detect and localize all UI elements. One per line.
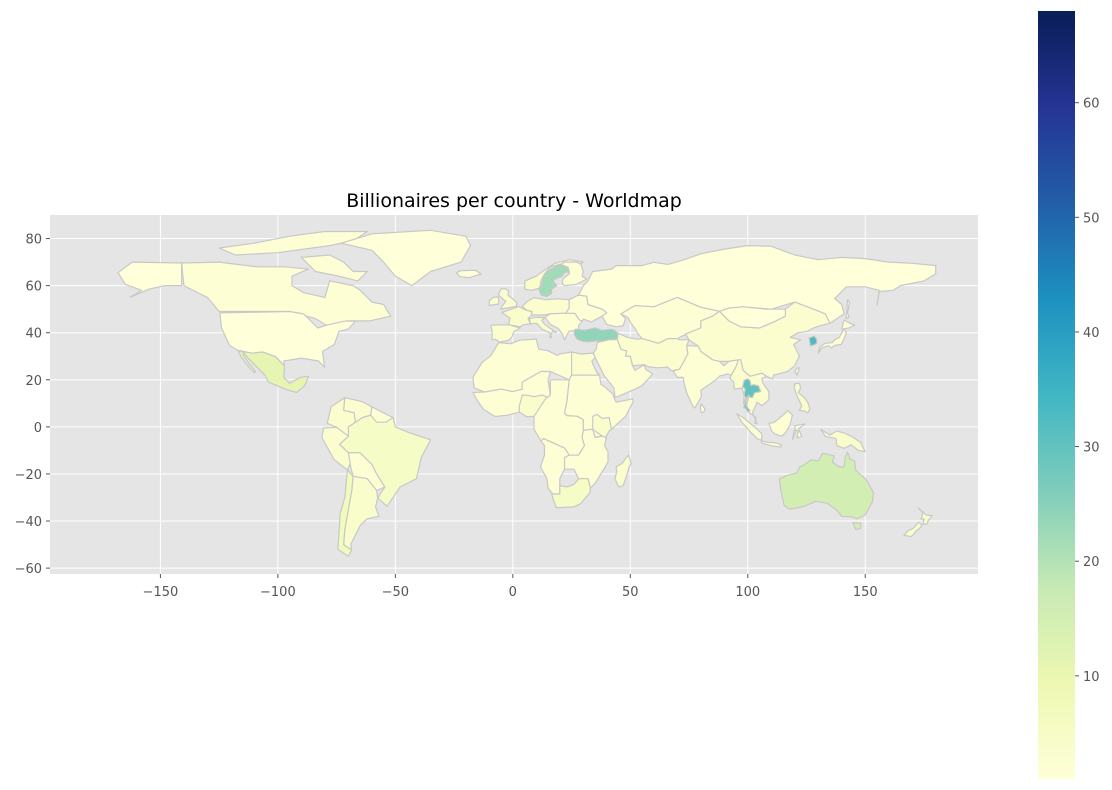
- country-japan: [817, 328, 848, 354]
- country-south-africa: [550, 478, 592, 509]
- y-tick-label: −40: [15, 515, 42, 530]
- y-tick-label: 20: [25, 374, 42, 389]
- country-south-korea: [808, 335, 818, 347]
- country-borneo: [768, 409, 794, 437]
- y-tick-label: −60: [15, 562, 42, 577]
- y-tick-label: 60: [25, 280, 42, 295]
- colorbar-tick-label: 40: [1083, 326, 1100, 341]
- country-iceland: [455, 269, 482, 279]
- country-australia: [778, 451, 875, 520]
- country-new-zealand-north: [917, 507, 933, 525]
- country-sri-lanka: [699, 403, 706, 414]
- country-argentina: [343, 475, 380, 551]
- y-tick-label: 40: [25, 327, 42, 342]
- country-kenya: [592, 413, 613, 439]
- x-tick-label: 100: [735, 585, 760, 600]
- colorbar-tick-label: 10: [1083, 670, 1100, 685]
- x-tick-label: −50: [382, 585, 409, 600]
- country-finland: [560, 261, 588, 287]
- country-sulawesi: [791, 423, 806, 441]
- y-tick-label: 80: [25, 233, 42, 248]
- country-thailand: [741, 378, 762, 413]
- country-guianas: [370, 406, 394, 423]
- colorbar-ticks: 10 20 30 40 50 60: [1075, 97, 1100, 685]
- x-tick-label: 150: [853, 585, 878, 600]
- country-tasmania: [852, 522, 862, 531]
- map-title: Billionaires per country - Worldmap: [346, 190, 682, 212]
- country-baja-california: [237, 349, 257, 374]
- country-mongolia: [718, 306, 787, 329]
- country-russia: [577, 245, 937, 328]
- x-tick-label: −150: [143, 585, 179, 600]
- country-canada-arctic: [218, 230, 368, 256]
- country-taiwan: [794, 367, 801, 376]
- country-venezuela: [343, 397, 373, 423]
- x-tick-label: 50: [622, 585, 639, 600]
- country-greenland: [340, 229, 472, 287]
- country-sakhalin: [845, 299, 851, 320]
- country-sweden: [538, 263, 571, 298]
- country-madagascar: [614, 454, 632, 488]
- country-mexico: [237, 349, 309, 394]
- x-tick-label: −100: [260, 585, 296, 600]
- colorbar-tick-label: 20: [1083, 555, 1100, 570]
- country-new-guinea: [819, 428, 866, 453]
- country-ireland: [488, 296, 500, 306]
- country-iberia: [490, 324, 521, 343]
- countries-layer: [117, 229, 937, 557]
- country-italy: [528, 316, 557, 338]
- colorbar-tick-label: 30: [1083, 441, 1100, 456]
- x-tick-label: 0: [509, 585, 517, 600]
- country-canada-baffin: [300, 254, 368, 282]
- country-united-kingdom: [497, 288, 518, 310]
- country-philippines: [793, 382, 811, 414]
- y-tick-label: −20: [15, 468, 42, 483]
- colorbar-tick-label: 60: [1083, 97, 1100, 112]
- country-indonesia-java: [760, 440, 783, 448]
- country-alaska: [117, 261, 183, 298]
- country-hokkaido: [841, 319, 856, 330]
- colorbar: [1038, 11, 1075, 779]
- colorbar-tick-label: 50: [1083, 211, 1100, 226]
- x-axis: −150 −100 −50 0 50 100 150: [143, 574, 878, 600]
- y-axis: −60 −40 −20 0 20 40 60 80: [15, 233, 50, 577]
- country-new-zealand-south: [903, 521, 923, 538]
- y-tick-label: 0: [34, 421, 42, 436]
- country-bolivia-paraguay: [347, 452, 386, 491]
